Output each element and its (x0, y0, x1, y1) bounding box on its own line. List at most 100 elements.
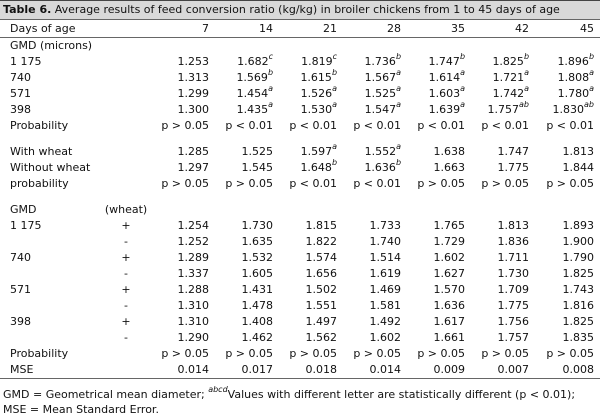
significance-letter: c (268, 52, 274, 62)
cell-value: 1.614 (428, 71, 461, 84)
value-cell: 1.721a (465, 68, 530, 86)
value-cell: 1.682c (209, 52, 274, 70)
significance-letter: a (589, 68, 595, 78)
row-label: 740 (10, 251, 31, 264)
value-cell: 0.017 (209, 362, 274, 379)
cell-value: 0.018 (305, 363, 338, 376)
table-body: GMD (microns) 1 175 1.253 1.682c 1.819c 1.736… (0, 38, 600, 379)
table-row: GMD (wheat) (0, 202, 600, 218)
value-cell: p > 0.05 (273, 346, 337, 362)
table-row: - 1.337 1.605 1.656 1.619 1.627 1.730 1.825 (0, 266, 600, 282)
table-row: 740 1.313 1.569b 1.615b 1.567a 1.614a 1.721a 1.… (0, 68, 600, 86)
cell-value: 1.757 (487, 103, 520, 116)
cell-value: 1.574 (305, 251, 338, 264)
value-cell: 1.730 (465, 266, 530, 282)
cell-value: 1.551 (305, 299, 338, 312)
value-cell: 0.009 (401, 362, 466, 379)
table-row: 740 +1.289 1.532 1.574 1.514 1.602 1.711 1.790 (0, 250, 600, 266)
cell-value: 1.775 (497, 299, 530, 312)
table-row: 1 175 1.253 1.682c 1.819c 1.736b 1.747b 1.825b… (0, 52, 600, 70)
cell-value: 1.462 (241, 331, 274, 344)
value-cell: 1.638 (401, 144, 466, 160)
value-cell: 1.337 (151, 266, 210, 282)
table-row: 398 +1.310 1.408 1.497 1.492 1.617 1.756 1.825 (0, 314, 600, 330)
row-label: 1 175 (10, 55, 42, 68)
cell-value: 1.300 (177, 103, 210, 116)
cell-value: 1.525 (364, 87, 397, 100)
value-cell: p < 0.01 (209, 118, 273, 134)
cell-value: 1.730 (497, 267, 530, 280)
cell-value: 1.813 (562, 145, 595, 158)
table-row: - 1.252 1.635 1.822 1.740 1.729 1.836 1.900 (0, 234, 600, 250)
cell-value: p < 0.01 (417, 119, 466, 132)
cell-value: 1.790 (562, 251, 595, 264)
significance-letter: ab (519, 100, 530, 110)
wheat-group-cell (101, 38, 151, 55)
value-cell: 1.570 (401, 282, 466, 298)
cell-value: 1.627 (433, 267, 466, 280)
significance-letter: a (460, 100, 466, 110)
cell-value: 1.836 (497, 235, 530, 248)
cell-value: 1.310 (177, 315, 210, 328)
value-cell: 1.492 (337, 314, 402, 330)
cell-value: 1.639 (428, 103, 461, 116)
value-cell: 1.709 (465, 282, 530, 298)
value-cell: 1.736b (337, 53, 401, 70)
value-cell: p > 0.05 (209, 176, 273, 192)
significance-letter: a (268, 84, 274, 94)
cell-value: 1.615 (300, 71, 332, 84)
cell-value: 1.765 (433, 219, 466, 232)
cell-value: 1.757 (497, 331, 530, 344)
cell-value: p < 0.01 (289, 119, 338, 132)
value-cell: p > 0.05 (465, 176, 529, 192)
value-cell: p > 0.05 (401, 176, 465, 192)
value-cell: 1.729 (401, 234, 466, 250)
significance-letter: b (267, 68, 274, 78)
cell-value: 1.597 (300, 145, 333, 158)
significance-letter: a (524, 68, 530, 78)
cell-value: 1.603 (428, 87, 461, 100)
value-cell: 1.790 (529, 250, 600, 266)
cell-value: 1.478 (241, 299, 274, 312)
cell-value: p > 0.05 (161, 177, 210, 190)
cell-value: 1.469 (369, 283, 402, 296)
value-cell: 1.648b (273, 159, 337, 176)
cell-value: 1.648 (300, 161, 332, 174)
cell-value: 0.014 (369, 363, 402, 376)
row-label: Without wheat (10, 161, 91, 174)
spacer-cell (0, 134, 600, 144)
value-cell: 1.469 (337, 282, 402, 298)
value-cell: 1.602 (337, 330, 402, 346)
value-cell: 1.815 (273, 218, 338, 234)
section-spacer (0, 134, 600, 144)
day-header: 35 (401, 19, 466, 38)
cell-value: 0.014 (177, 363, 210, 376)
row-label (0, 234, 101, 250)
cell-value: 1.825 (492, 55, 524, 68)
cell-value: 1.526 (300, 87, 333, 100)
value-cell: 1.825b (465, 53, 529, 70)
significance-letter: b (395, 158, 402, 168)
value-cell: 1.254 (151, 218, 210, 234)
value-cell: 1.551 (273, 298, 338, 314)
value-cell: 1.530a (273, 101, 337, 118)
cell-value: 1.532 (241, 251, 274, 264)
significance-letter: a (268, 100, 274, 110)
row-label: GMD (10, 203, 37, 216)
cell-value: 1.682 (237, 55, 269, 68)
cell-value: 1.656 (305, 267, 338, 280)
value-cell: 1.478 (209, 298, 274, 314)
day-header: 21 (273, 19, 338, 38)
cell-value: 1.711 (497, 251, 530, 264)
significance-letter: ab (584, 100, 595, 110)
cell-value: 1.605 (241, 267, 274, 280)
wheat-group-cell: + (121, 315, 131, 328)
value-cell: 1.567a (337, 69, 401, 86)
value-cell: 1.290 (151, 330, 210, 346)
significance-letter: b (459, 52, 466, 62)
value-cell: 1.627 (401, 266, 466, 282)
value-cell: p < 0.01 (529, 118, 600, 134)
value-cell: 1.636b (337, 158, 402, 176)
cell-value: 1.815 (305, 219, 338, 232)
table-row: Without wheat 1.297 1.545 1.648b 1.636b 1.663… (0, 158, 600, 176)
